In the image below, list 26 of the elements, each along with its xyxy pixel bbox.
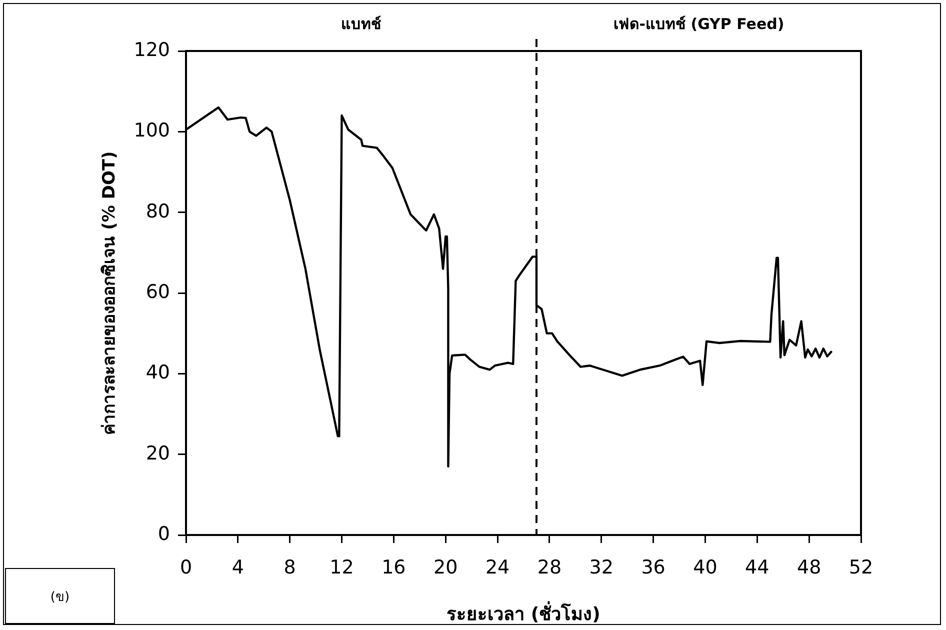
text: แบทช์ [341, 14, 382, 33]
x-tick-label: 40 [693, 556, 718, 578]
x-tick-label: 8 [284, 556, 296, 578]
x-tick-label: 24 [485, 556, 510, 578]
text: เฟด-แบทช์ (GYP Feed) [613, 14, 784, 33]
x-tick-label: 36 [641, 556, 666, 578]
x-tick-label: 12 [330, 556, 354, 578]
y-axis-title: ค่าการละลายของออกซิเจน (% DOT) [100, 151, 120, 435]
y-tick-label: 80 [146, 200, 170, 222]
x-axis-title: ระยะเวลา (ชั่วโมง) [446, 600, 600, 625]
x-tick-label: 28 [537, 556, 562, 578]
text: (ข) [5, 568, 115, 624]
x-tick-label: 20 [434, 556, 458, 578]
y-tick-label: 100 [134, 120, 170, 142]
x-tick-label: 4 [232, 556, 244, 578]
y-tick-label: 40 [146, 362, 170, 384]
y-tick-label: 20 [146, 442, 170, 464]
y-tick-label: 0 [158, 522, 170, 545]
x-tick-label: 0 [180, 556, 192, 578]
x-tick-label: 16 [382, 556, 406, 578]
y-tick-label: 60 [146, 280, 170, 303]
x-tick-label: 44 [745, 556, 770, 578]
x-tick-label: 52 [848, 556, 874, 578]
x-tick-label: 48 [796, 556, 822, 578]
y-tick-label: 120 [134, 38, 170, 61]
x-tick-label: 32 [589, 556, 614, 578]
